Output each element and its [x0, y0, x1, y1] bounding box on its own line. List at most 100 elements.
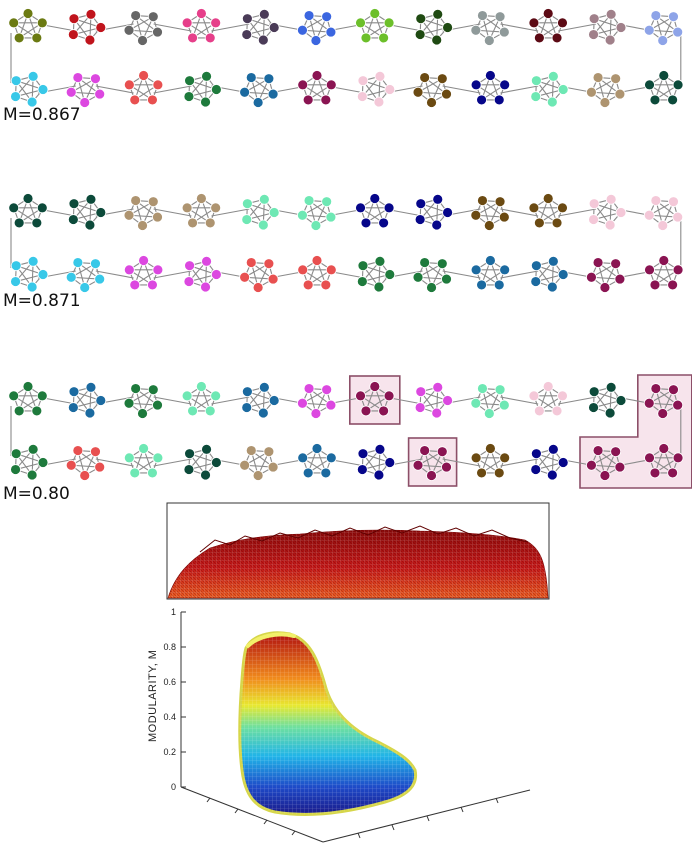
network-node: [123, 24, 135, 36]
clique-top: [181, 8, 222, 44]
network-node: [604, 407, 616, 419]
network-node: [657, 408, 669, 419]
network-node: [297, 397, 308, 409]
network-node: [27, 255, 39, 267]
clique-top: [297, 10, 337, 46]
clique-top: [643, 10, 684, 46]
network-node: [79, 470, 91, 481]
network-node: [297, 264, 309, 276]
surface-mesh-overlay: [239, 632, 416, 815]
network-node: [27, 70, 39, 82]
clique-bottom: [297, 443, 337, 479]
ring-edge: [153, 23, 192, 32]
wireframe-mesh-light: [168, 530, 548, 598]
clique-top: [181, 193, 222, 229]
clique-bottom: [297, 70, 337, 106]
network-node: [94, 273, 106, 285]
network-node: [68, 13, 80, 25]
network-node: [138, 443, 150, 454]
clique-bottom: [644, 70, 684, 106]
network-node: [200, 96, 211, 108]
network-node: [356, 276, 368, 287]
network-node: [415, 386, 427, 398]
network-node: [378, 32, 390, 44]
network-node: [36, 17, 48, 29]
network-node: [239, 86, 251, 98]
network-node: [147, 384, 159, 396]
network-node: [470, 264, 482, 276]
network-node: [267, 273, 279, 285]
network-node: [588, 214, 599, 225]
clique-bottom: [530, 70, 569, 108]
network-node: [210, 202, 222, 214]
network-node: [241, 214, 253, 225]
network-node: [123, 452, 135, 464]
network-node: [412, 86, 424, 98]
network-node: [303, 383, 315, 394]
clique-bottom: [183, 443, 222, 481]
network-node: [31, 405, 43, 417]
network-node: [152, 211, 163, 223]
z-axis-label: MODULARITY, M: [147, 650, 159, 742]
network-node: [533, 405, 545, 417]
network-node: [72, 72, 84, 83]
clique-bottom: [183, 255, 222, 293]
network-node: [436, 446, 448, 458]
network-node: [321, 196, 333, 208]
network-node: [267, 88, 279, 100]
network-node: [378, 217, 390, 229]
ring-edge: [558, 396, 597, 405]
ring-edge: [500, 23, 539, 32]
network-panels: [8, 8, 692, 489]
network-node: [325, 211, 337, 223]
clique-bottom: [65, 445, 106, 481]
network-node: [528, 202, 540, 214]
clique-bottom: [470, 70, 511, 106]
network-node: [210, 269, 222, 280]
network-node: [147, 279, 158, 291]
network-node: [123, 397, 135, 409]
network-node: [187, 405, 198, 417]
network-node: [547, 443, 559, 455]
network-node: [530, 260, 542, 272]
network-node: [498, 26, 510, 38]
network-node: [383, 390, 395, 402]
network-node: [152, 399, 163, 411]
network-node: [533, 32, 545, 44]
wireframe-ridge: [199, 525, 529, 553]
network-node: [95, 22, 107, 33]
network-node: [484, 443, 496, 454]
network-node: [321, 384, 333, 396]
ring-edge: [442, 458, 481, 467]
network-node: [183, 276, 195, 287]
network-node: [123, 79, 135, 91]
network-node: [477, 10, 488, 21]
network-node: [650, 10, 662, 21]
clique-top: [414, 8, 453, 46]
network-node: [129, 467, 141, 479]
clique-top: [470, 383, 510, 419]
network-node: [360, 32, 372, 44]
network-node: [129, 94, 141, 106]
network-node: [483, 408, 495, 419]
network-node: [436, 258, 448, 270]
network-node: [415, 198, 427, 210]
network-node: [36, 202, 48, 214]
network-node: [152, 264, 164, 276]
clique-top: [528, 381, 568, 417]
ring-edge: [500, 208, 539, 217]
network-node: [85, 193, 97, 205]
network-node: [68, 386, 80, 398]
network-node: [667, 467, 679, 479]
network-node: [384, 84, 396, 95]
clique-bottom: [10, 255, 49, 293]
network-node: [130, 195, 142, 206]
z-tick-label: 0.4: [163, 712, 176, 722]
network-node: [90, 73, 101, 85]
network-node: [302, 467, 314, 479]
network-node: [546, 96, 558, 108]
network-node: [26, 281, 38, 293]
network-node: [68, 198, 80, 210]
network-node: [384, 457, 396, 468]
